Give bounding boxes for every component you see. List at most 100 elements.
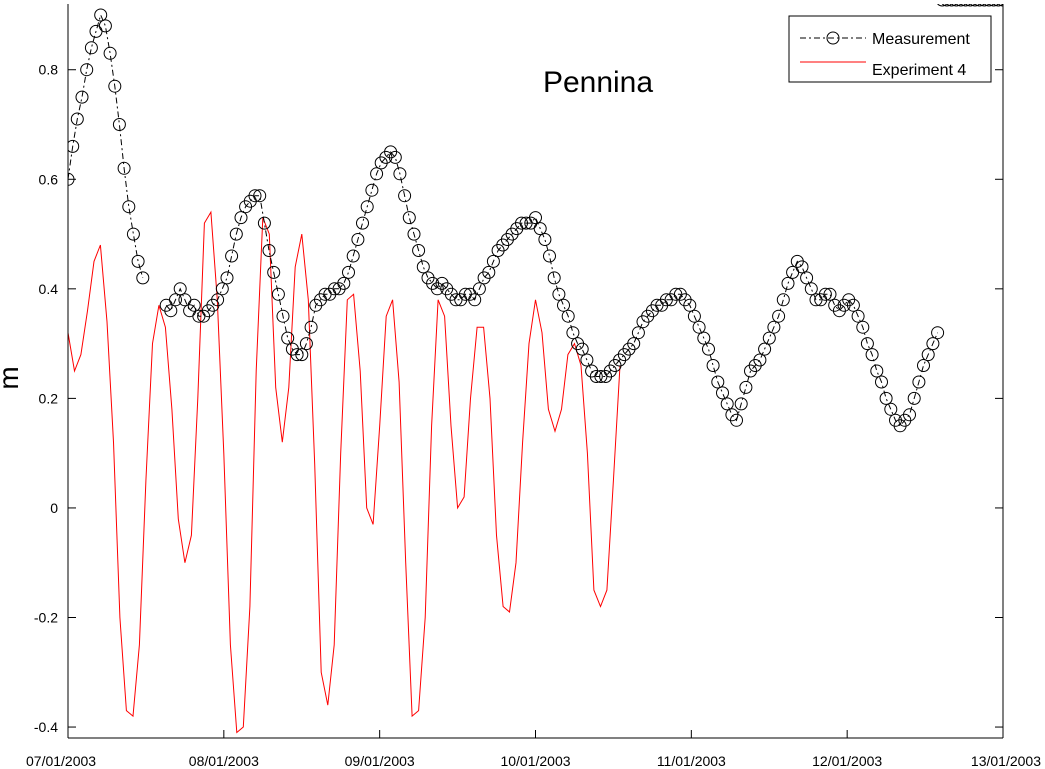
x-tick-label: 11/01/2003 [657,753,726,769]
chart-title: Pennina [543,66,653,99]
measurement-point [580,353,594,367]
measurement-point [983,4,995,7]
measurement-point [781,276,795,290]
measurement-point [903,408,916,422]
measurement-point [533,222,547,236]
measurement-point [248,189,262,203]
x-tick-label: 13/01/2003 [971,753,1041,769]
y-tick-label: 0.8 [39,62,59,78]
measurement-point [220,271,234,285]
measurement-point [818,287,832,301]
measurement-point [846,298,860,312]
legend-measurement-label: Measurement [872,31,970,48]
measurement-point [941,4,953,7]
y-tick-label: 0.6 [39,171,59,187]
measurement-point [257,216,271,230]
measurement-point [739,380,753,394]
measurement-point [758,342,772,356]
measurement-point [969,4,981,7]
series-measurement-line-0 [68,13,144,279]
measurement-point [346,249,360,263]
measurement-point [103,46,117,60]
legend-measurement-marker [826,31,840,45]
measurement-point [229,227,243,241]
measurement-point [993,4,1003,7]
measurement-point [979,4,990,7]
measurement-point [482,265,496,279]
measurement-point [687,309,701,323]
measurement-point [823,287,837,301]
measurement-point [884,402,898,416]
measurement-point [108,79,122,93]
measurement-point [552,287,566,301]
measurement-point [974,4,985,7]
y-tick-label: -0.4 [34,719,58,735]
measurement-point [720,397,734,411]
x-tick-label: 09/01/2003 [345,753,415,769]
measurement-point [68,139,80,153]
measurement-point [730,413,743,427]
measurement-point [169,293,182,307]
measurement-point [304,320,318,334]
y-tick-label: -0.2 [34,609,58,625]
measurement-point [262,244,276,257]
measurement-point [547,271,561,285]
measurement-point [851,309,865,323]
y-tick-label: 0 [50,500,58,516]
measurement-point [131,254,145,268]
measurement-point [538,233,552,246]
measurement-point [117,161,131,175]
measurement-point [960,4,971,7]
x-tick-label: 07/01/2003 [26,753,96,769]
measurement-point [360,200,374,214]
measurement-point [173,282,187,296]
measurement-point [215,282,229,296]
measurement-point [937,4,948,7]
measurement-point [299,337,313,351]
measurement-point [80,63,94,77]
measurement-point [486,254,500,268]
measurement-point [84,41,98,55]
measurement-point [211,293,225,307]
measurement-point [692,320,706,334]
measurement-point [529,211,542,225]
measurement-point [711,375,725,389]
measurement-point [865,348,879,362]
measurement-point [234,211,248,225]
measurement-point [412,244,426,257]
measurement-point [393,167,407,181]
measurement-point [94,8,108,22]
measurement-point [931,326,945,340]
measurement-point [575,342,589,356]
measurement-point [988,4,999,7]
measurement-point [98,19,112,33]
measurement-point [951,4,962,7]
measurement-point [472,282,486,296]
measurement-point [388,150,402,164]
measurement-point [856,320,870,334]
measurement-point [468,293,482,307]
measurement-point [281,331,295,345]
measurement-point [734,397,748,411]
measurement-point [762,331,776,345]
x-tick-label: 08/01/2003 [189,753,259,769]
measurement-point [946,4,957,7]
measurement-point [253,189,267,203]
y-tick-label: 0.4 [39,281,59,297]
measurement-point [416,260,430,274]
measurement-point [860,337,874,351]
measurement-point [772,309,786,323]
legend: Measurement Experiment 4 [788,15,992,83]
measurement-point [122,200,136,214]
legend-box [788,15,992,83]
measurement-point [187,298,201,312]
measurement-point [356,216,369,230]
measurement-point [631,326,645,340]
measurement-point [926,337,940,351]
measurement-point [702,342,715,356]
measurement-point [627,337,641,351]
measurement-point [365,183,379,197]
measurement-point [370,167,384,181]
measurement-point [515,216,528,230]
